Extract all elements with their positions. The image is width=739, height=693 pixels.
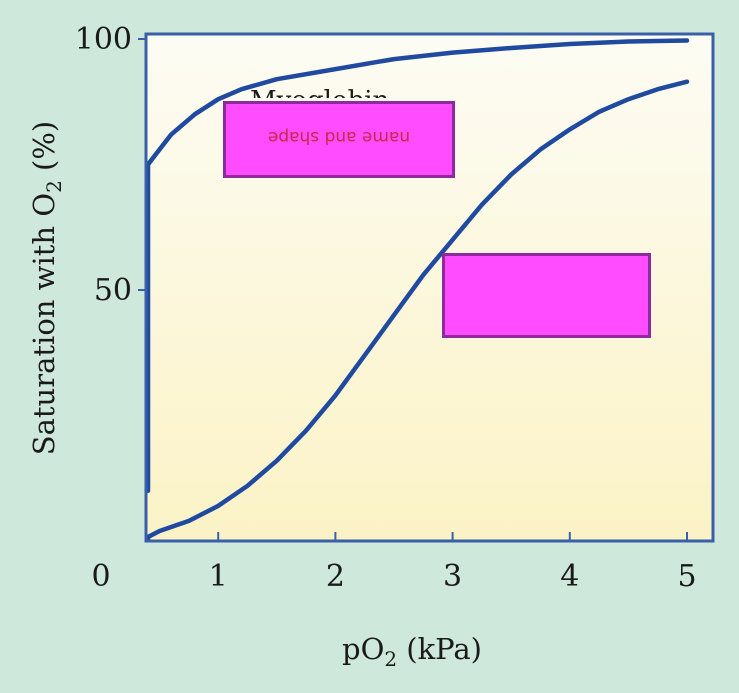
x-tick-label: 2 xyxy=(326,559,345,594)
x-axis-label: pO2 (kPa) xyxy=(342,632,482,671)
y-tick-label: 100 xyxy=(75,22,132,57)
x-tick-label: 5 xyxy=(677,559,696,594)
curve-1 xyxy=(145,38,690,494)
x-tick-label: 1 xyxy=(209,559,228,594)
label-box-name-and-shape: name and shape xyxy=(223,101,455,178)
plot-frame xyxy=(144,32,715,543)
label-box-empty xyxy=(442,253,651,338)
label-box-text: name and shape xyxy=(267,127,411,147)
axis-ticks: 0 1 2 3 4 5 50 100 xyxy=(75,22,697,594)
y-axis-label: Saturation with O2 (%) xyxy=(27,121,66,456)
curve-2 xyxy=(145,79,690,543)
x-tick-label: 3 xyxy=(443,559,462,594)
x-tick-label: 0 xyxy=(91,559,110,594)
curves xyxy=(145,38,690,543)
x-tick-label: 4 xyxy=(560,559,579,594)
partial-curve-label: Myoglobin xyxy=(250,86,389,98)
y-tick-label: 50 xyxy=(94,273,132,308)
